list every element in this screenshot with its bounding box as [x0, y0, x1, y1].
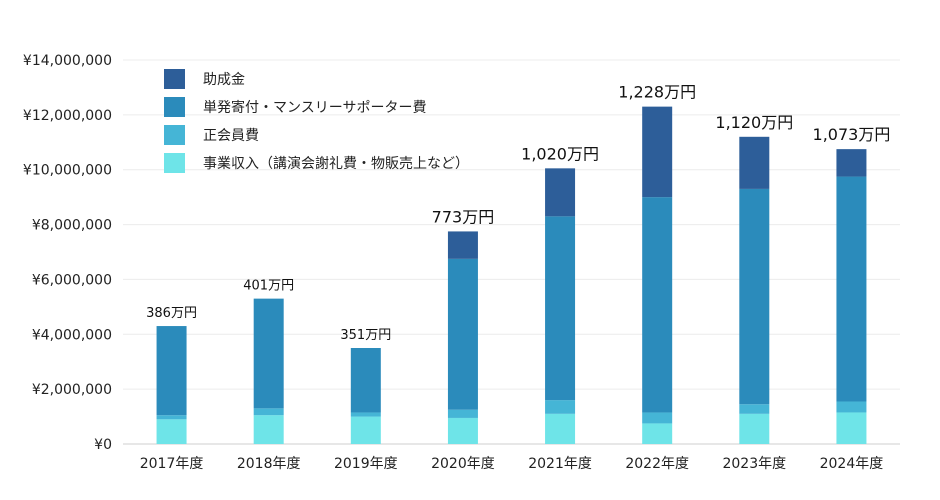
bar-segment: [156, 326, 187, 416]
bar-segment: [350, 348, 381, 413]
total-label: 401万円: [243, 279, 294, 294]
bar-segment: [447, 258, 478, 410]
legend-label: 事業収入（講演会謝礼費・物販売上など）: [203, 156, 469, 172]
total-label: 1,120万円: [715, 113, 793, 132]
bar-segment: [350, 412, 381, 417]
bar-segment: [836, 401, 867, 413]
gridlines: [123, 59, 900, 445]
bars: [156, 106, 867, 444]
y-tick-label: ¥4,000,000: [32, 327, 112, 343]
bar-segment: [350, 416, 381, 444]
x-tick-label: 2020年度: [431, 456, 495, 472]
x-tick-label: 2017年度: [140, 456, 204, 472]
legend: 助成金単発寄付・マンスリーサポーター費正会員費事業収入（講演会謝礼費・物販売上な…: [164, 69, 469, 173]
y-tick-label: ¥0: [94, 437, 112, 453]
total-label: 351万円: [340, 328, 391, 343]
total-labels: 386万円 401万円 351万円 773万円 1,020万円 1,228万円 1,120万…: [146, 83, 890, 343]
x-tick-label: 2019年度: [334, 456, 398, 472]
y-tick-label: ¥14,000,000: [23, 53, 112, 69]
total-label: 1,073万円: [813, 125, 891, 144]
bar-segment: [253, 415, 284, 444]
bar-segment: [739, 136, 770, 189]
legend-swatch: [164, 125, 185, 145]
bar-segment: [642, 106, 673, 198]
y-tick-label: ¥12,000,000: [23, 108, 112, 124]
bar-segment: [447, 417, 478, 444]
bar-segment: [836, 176, 867, 402]
bar-segment: [642, 412, 673, 424]
bar-segment: [253, 408, 284, 416]
bar-segment: [545, 216, 576, 401]
total-label: 773万円: [432, 207, 495, 226]
bar-segment: [739, 404, 770, 414]
bar-segment: [836, 149, 867, 177]
legend-swatch: [164, 153, 185, 173]
total-label: 1,228万円: [618, 83, 696, 102]
y-tick-label: ¥10,000,000: [23, 163, 112, 179]
bar-segment: [739, 413, 770, 444]
bar-segment: [253, 298, 284, 409]
bar-segment: [545, 168, 576, 217]
bar-segment: [447, 231, 478, 259]
legend-swatch: [164, 97, 185, 117]
x-tick-label: 2024年度: [820, 456, 884, 472]
bar-segment: [447, 409, 478, 418]
x-axis: 2017年度 2018年度 2019年度 2020年度 2021年度 2022年度 2023…: [140, 456, 884, 472]
x-tick-label: 2018年度: [237, 456, 301, 472]
bar-segment: [739, 188, 770, 405]
y-tick-label: ¥2,000,000: [32, 382, 112, 398]
y-tick-label: ¥8,000,000: [32, 218, 112, 234]
legend-label: 正会員費: [203, 128, 259, 144]
y-tick-label: ¥6,000,000: [32, 272, 112, 288]
x-tick-label: 2021年度: [528, 456, 592, 472]
bar-segment: [545, 400, 576, 414]
bar-segment: [156, 415, 187, 420]
bar-segment: [156, 419, 187, 444]
y-axis: ¥0 ¥2,000,000 ¥4,000,000 ¥6,000,000 ¥8,000,0…: [23, 53, 112, 453]
x-tick-label: 2023年度: [722, 456, 786, 472]
legend-label: 助成金: [203, 72, 245, 88]
legend-swatch: [164, 69, 185, 89]
total-label: 386万円: [146, 306, 197, 321]
legend-label: 単発寄付・マンスリーサポーター費: [203, 99, 426, 116]
bar-segment: [545, 413, 576, 444]
x-tick-label: 2022年度: [625, 456, 689, 472]
bar-segment: [836, 412, 867, 444]
total-label: 1,020万円: [521, 144, 599, 163]
bar-segment: [642, 197, 673, 413]
bar-segment: [642, 423, 673, 444]
